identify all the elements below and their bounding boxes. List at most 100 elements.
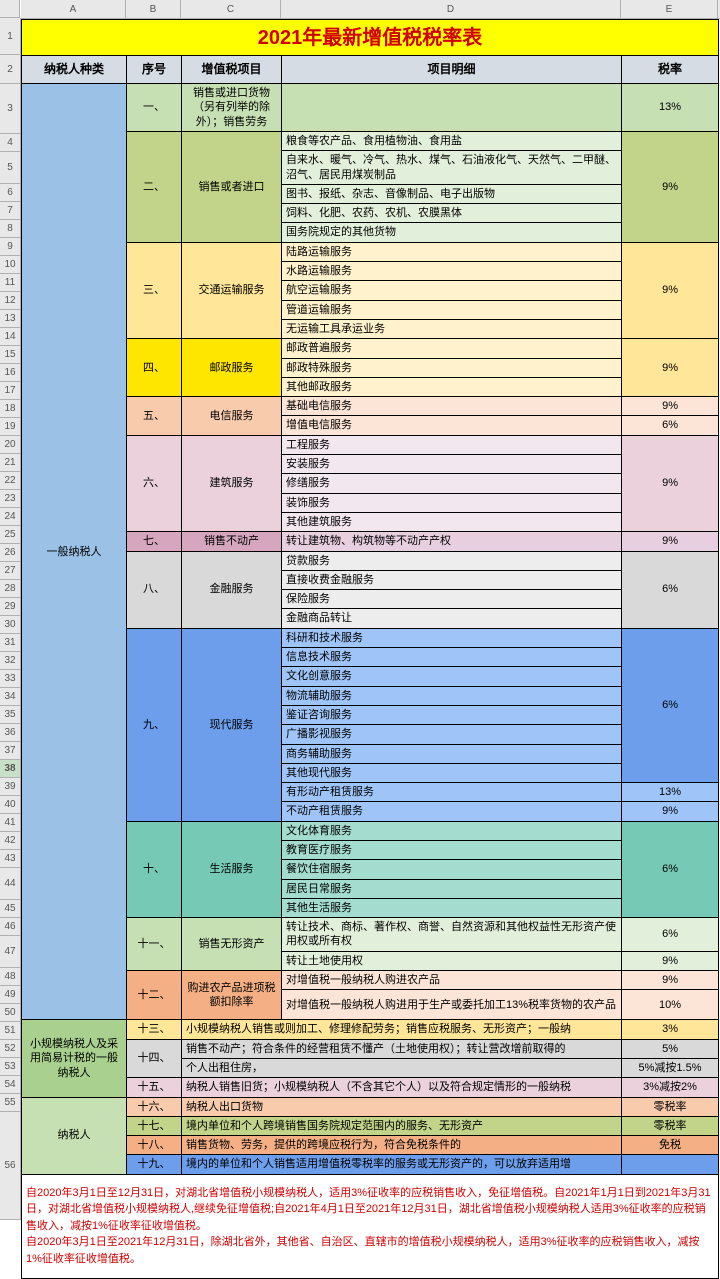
cell: 工程服务 <box>282 435 622 454</box>
cell: 5% <box>622 1039 719 1058</box>
cell: 十一、 <box>127 918 182 971</box>
row-header-47[interactable]: 47 <box>0 936 20 968</box>
col-header-B[interactable]: B <box>126 0 181 18</box>
row-header-30[interactable]: 30 <box>0 616 20 634</box>
row-header-51[interactable]: 51 <box>0 1022 20 1040</box>
row-header-56[interactable]: 56 <box>0 1112 20 1220</box>
row-header-38[interactable]: 38 <box>0 760 20 778</box>
cell: 餐饮住宿服务 <box>282 860 622 879</box>
col-header-A[interactable]: A <box>21 0 126 18</box>
cell: 转让土地使用权 <box>282 951 622 970</box>
row-header-7[interactable]: 7 <box>0 202 20 220</box>
row-header-9[interactable]: 9 <box>0 238 20 256</box>
cell: 十、 <box>127 821 182 917</box>
row-header-29[interactable]: 29 <box>0 598 20 616</box>
cell: 贷款服务 <box>282 551 622 570</box>
row-header-20[interactable]: 20 <box>0 436 20 454</box>
cell: 6% <box>622 918 719 952</box>
cell: 交通运输服务 <box>182 242 282 338</box>
row-header-46[interactable]: 46 <box>0 918 20 936</box>
cell: 其他邮政服务 <box>282 377 622 396</box>
cell: 邮政服务 <box>182 339 282 397</box>
cell: 科研和技术服务 <box>282 628 622 647</box>
col-header-C[interactable]: C <box>181 0 281 18</box>
cell: 零税率 <box>622 1116 719 1135</box>
cell: 金融服务 <box>182 551 282 628</box>
row-header-42[interactable]: 42 <box>0 832 20 850</box>
row-header-49[interactable]: 49 <box>0 986 20 1004</box>
cell: 国务院规定的其他货物 <box>282 223 622 242</box>
row-header-43[interactable]: 43 <box>0 850 20 868</box>
row-header-12[interactable]: 12 <box>0 292 20 310</box>
row-header-16[interactable]: 16 <box>0 364 20 382</box>
cell: 直接收费金融服务 <box>282 570 622 589</box>
row-header-50[interactable]: 50 <box>0 1004 20 1022</box>
row-header-41[interactable]: 41 <box>0 814 20 832</box>
row-header-18[interactable]: 18 <box>0 400 20 418</box>
row-header-26[interactable]: 26 <box>0 544 20 562</box>
cell: 文化创意服务 <box>282 667 622 686</box>
row-header-5[interactable]: 5 <box>0 152 20 184</box>
row-header-15[interactable]: 15 <box>0 346 20 364</box>
cell: 销售或进口货物（另有列举的除外）；销售劳务 <box>182 84 282 132</box>
cell: 陆路运输服务 <box>282 242 622 261</box>
cell: 纳税人销售旧货；小规模纳税人（不含其它个人）以及符合规定情形的一般纳税 <box>182 1078 622 1097</box>
cell: 二、 <box>127 132 182 243</box>
row-header-28[interactable]: 28 <box>0 580 20 598</box>
row-header-14[interactable]: 14 <box>0 328 20 346</box>
row-header-40[interactable]: 40 <box>0 796 20 814</box>
row-header-13[interactable]: 13 <box>0 310 20 328</box>
cell: 十八、 <box>127 1136 182 1155</box>
col-header-E[interactable]: E <box>621 0 718 18</box>
row-header-27[interactable]: 27 <box>0 562 20 580</box>
row-header-19[interactable]: 19 <box>0 418 20 436</box>
row-headers: 1234567891011121314151617181920212223242… <box>0 18 21 1220</box>
cell: 9% <box>622 339 719 397</box>
spreadsheet: 1234567891011121314151617181920212223242… <box>0 0 720 1279</box>
row-header-3[interactable]: 3 <box>0 84 20 134</box>
row-header-10[interactable]: 10 <box>0 256 20 274</box>
row-header-1[interactable]: 1 <box>0 18 20 55</box>
cell: 增值电信服务 <box>282 416 622 435</box>
row-header-6[interactable]: 6 <box>0 184 20 202</box>
row-header-21[interactable]: 21 <box>0 454 20 472</box>
row-header-23[interactable]: 23 <box>0 490 20 508</box>
cell: 其他建筑服务 <box>282 512 622 531</box>
cell: 十六、 <box>127 1097 182 1116</box>
cell: 五、 <box>127 397 182 436</box>
row-header-48[interactable]: 48 <box>0 968 20 986</box>
cell: 三、 <box>127 242 182 338</box>
cell: 境内的单位和个人销售适用增值税零税率的服务或无形资产的，可以放弃适用增 <box>182 1155 622 1174</box>
cell: 转让建筑物、构筑物等不动产产权 <box>282 532 622 551</box>
row-header-32[interactable]: 32 <box>0 652 20 670</box>
row-header-45[interactable]: 45 <box>0 900 20 918</box>
cell: 9% <box>622 242 719 338</box>
corner-cell <box>0 0 20 18</box>
row-header-44[interactable]: 44 <box>0 868 20 900</box>
row-header-53[interactable]: 53 <box>0 1058 20 1076</box>
row-header-52[interactable]: 52 <box>0 1040 20 1058</box>
row-header-4[interactable]: 4 <box>0 134 20 152</box>
row-header-37[interactable]: 37 <box>0 742 20 760</box>
cell: 教育医疗服务 <box>282 840 622 859</box>
cell: 十四、 <box>127 1039 182 1078</box>
row-header-34[interactable]: 34 <box>0 688 20 706</box>
row-header-31[interactable]: 31 <box>0 634 20 652</box>
row-header-35[interactable]: 35 <box>0 706 20 724</box>
row-header-33[interactable]: 33 <box>0 670 20 688</box>
row-header-8[interactable]: 8 <box>0 220 20 238</box>
cell: 个人出租住房， <box>182 1058 622 1077</box>
row-header-22[interactable]: 22 <box>0 472 20 490</box>
row-header-17[interactable]: 17 <box>0 382 20 400</box>
row-header-54[interactable]: 54 <box>0 1076 20 1094</box>
cell: 6% <box>622 821 719 917</box>
row-header-55[interactable]: 55 <box>0 1094 20 1112</box>
row-header-39[interactable]: 39 <box>0 778 20 796</box>
col-header-D[interactable]: D <box>281 0 621 18</box>
row-header-25[interactable]: 25 <box>0 526 20 544</box>
row-header-24[interactable]: 24 <box>0 508 20 526</box>
row-header-11[interactable]: 11 <box>0 274 20 292</box>
cell: 小规模纳税人销售或则加工、修理修配劳务；销售应税服务、无形资产；一般纳 <box>182 1020 622 1039</box>
row-header-36[interactable]: 36 <box>0 724 20 742</box>
row-header-2[interactable]: 2 <box>0 55 20 84</box>
